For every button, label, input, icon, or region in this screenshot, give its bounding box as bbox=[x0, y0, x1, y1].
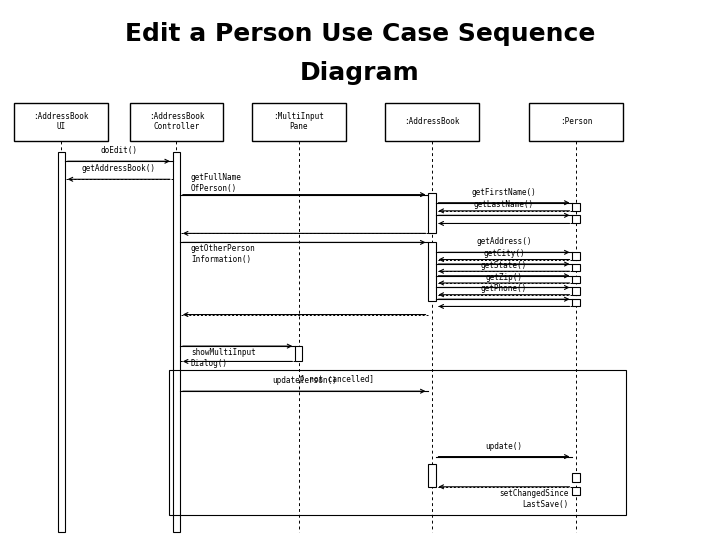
Text: Diagram: Diagram bbox=[300, 61, 420, 85]
Text: updatePerson(): updatePerson() bbox=[272, 376, 336, 386]
Text: :MultiInput
Pane: :MultiInput Pane bbox=[274, 112, 324, 132]
Text: getZip(): getZip() bbox=[485, 273, 523, 282]
Bar bbox=[572, 202, 580, 211]
Text: :Person: :Person bbox=[560, 117, 592, 126]
Bar bbox=[385, 103, 479, 141]
Bar bbox=[572, 252, 580, 260]
Bar bbox=[130, 103, 223, 141]
Bar bbox=[428, 193, 436, 233]
Text: getFirstName(): getFirstName() bbox=[472, 188, 536, 197]
Bar bbox=[14, 103, 108, 141]
Text: getPhone(): getPhone() bbox=[481, 285, 527, 293]
Text: :AddressBook
Controller: :AddressBook Controller bbox=[148, 112, 204, 132]
Text: getState(): getState() bbox=[481, 261, 527, 270]
Bar bbox=[428, 242, 436, 301]
Bar bbox=[572, 276, 580, 283]
Text: [ not cancelled]: [ not cancelled] bbox=[300, 374, 374, 383]
Text: getCity(): getCity() bbox=[483, 249, 525, 258]
Text: setChangedSince
LastSave(): setChangedSince LastSave() bbox=[500, 489, 569, 509]
Bar bbox=[169, 369, 626, 515]
Bar bbox=[572, 264, 580, 271]
Text: update(): update() bbox=[485, 442, 523, 451]
Text: getFullName
OfPerson(): getFullName OfPerson() bbox=[191, 173, 242, 193]
Bar bbox=[252, 103, 346, 141]
Text: Edit a Person Use Case Sequence: Edit a Person Use Case Sequence bbox=[125, 22, 595, 46]
Bar bbox=[529, 103, 623, 141]
Text: getLastName(): getLastName() bbox=[474, 200, 534, 210]
Bar bbox=[572, 473, 580, 482]
Bar bbox=[572, 299, 580, 306]
Bar bbox=[173, 152, 180, 532]
Bar bbox=[572, 287, 580, 295]
Text: doEdit(): doEdit() bbox=[100, 146, 138, 156]
Bar bbox=[58, 152, 65, 532]
Bar bbox=[295, 346, 302, 361]
Text: getAddressBook(): getAddressBook() bbox=[82, 164, 156, 173]
Text: showMultiInput
Dialog(): showMultiInput Dialog() bbox=[191, 348, 256, 368]
Bar bbox=[428, 464, 436, 487]
Text: getOtherPerson
Information(): getOtherPerson Information() bbox=[191, 244, 256, 264]
Text: getAddress(): getAddress() bbox=[476, 238, 532, 246]
Bar bbox=[572, 487, 580, 495]
Text: :AddressBook: :AddressBook bbox=[404, 117, 460, 126]
Text: :AddressBook
UI: :AddressBook UI bbox=[33, 112, 89, 132]
Bar bbox=[572, 215, 580, 224]
